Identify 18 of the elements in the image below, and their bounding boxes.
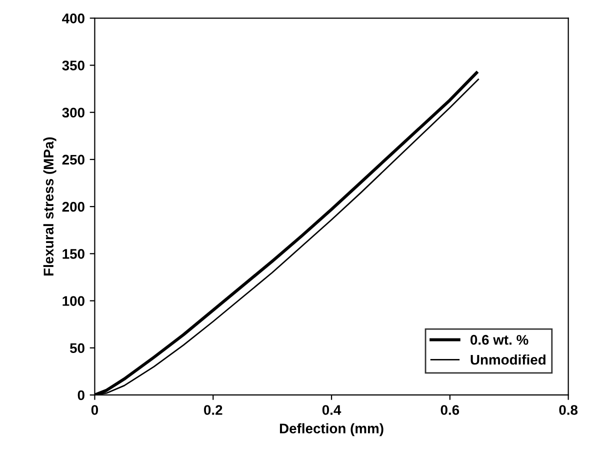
x-tick-label: 0 <box>91 405 98 415</box>
y-tick-label: 150 <box>62 249 84 259</box>
y-tick-label: 100 <box>62 296 84 306</box>
y-tick-label: 50 <box>70 343 84 354</box>
x-tick-label: 0.8 <box>559 405 578 415</box>
x-tick-label: 0.4 <box>322 405 342 415</box>
x-tick-label: 0.2 <box>204 405 222 415</box>
y-tick-label: 0 <box>78 390 84 400</box>
legend-label: 0.6 wt. % <box>470 334 528 345</box>
x-tick-label: 0.6 <box>440 405 460 415</box>
y-tick-label: 400 <box>62 13 84 24</box>
y-tick-label: 250 <box>62 154 84 165</box>
y-axis-title: Flexural stress (MPa) <box>43 137 56 276</box>
x-axis-title: Deflection (mm) <box>280 423 384 436</box>
y-tick-label: 350 <box>62 60 84 70</box>
legend-label: Unmodified <box>470 354 546 365</box>
y-tick-label: 300 <box>62 108 84 118</box>
y-tick-label: 200 <box>62 202 84 212</box>
